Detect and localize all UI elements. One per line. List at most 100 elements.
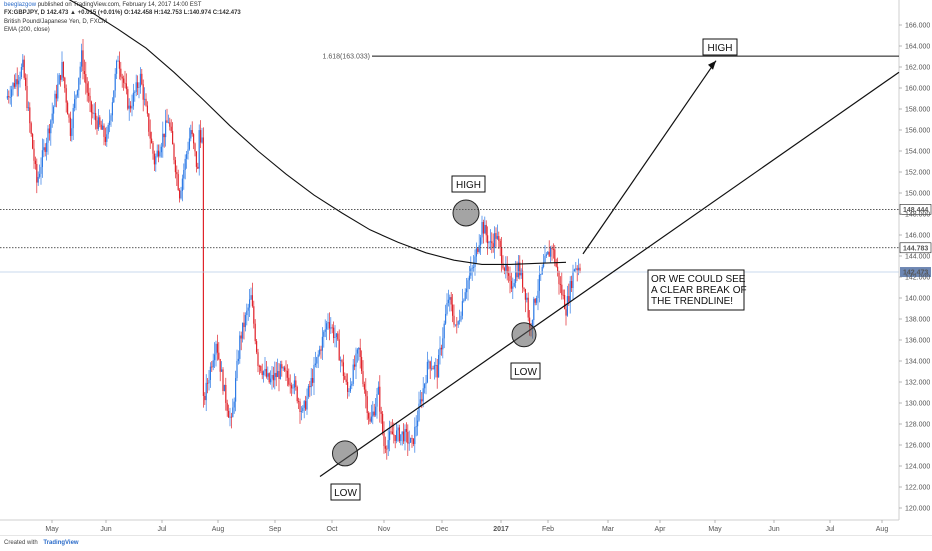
candle-body <box>463 300 465 302</box>
candle-body <box>457 321 459 325</box>
candle-body <box>36 164 38 183</box>
candle-body <box>47 128 49 143</box>
candle-body <box>267 373 269 377</box>
price-tick-label: 162.000 <box>905 65 930 72</box>
candle-body <box>253 306 255 324</box>
candle-body <box>124 82 126 84</box>
price-tick-label: 132.000 <box>905 380 930 387</box>
note-box <box>647 269 745 311</box>
price-tick-label: 142.000 <box>905 275 930 282</box>
candle-body <box>93 113 95 114</box>
candle-body <box>446 303 448 314</box>
candle-body <box>110 115 112 121</box>
candle-body <box>183 169 185 179</box>
candle-body <box>516 271 518 278</box>
candle-body <box>114 73 116 91</box>
candle-body <box>571 281 573 289</box>
candle-body <box>187 149 189 155</box>
candle-body <box>485 224 487 236</box>
header-publish-line: beeglazgow published on TradingView.com,… <box>4 1 201 9</box>
price-axis[interactable]: 120.000 122.000 124.000 126.000 128.000 130.0… <box>899 23 930 513</box>
candle-body <box>502 263 504 269</box>
candle-body <box>190 130 192 139</box>
candle-body <box>239 335 241 359</box>
candle-body <box>158 150 160 157</box>
candle-body <box>484 224 486 234</box>
label-high-target: HIGH <box>702 38 738 56</box>
tradingview-logo[interactable]: TradingView <box>43 540 79 546</box>
candle-body <box>27 107 29 109</box>
candle-body <box>338 339 340 361</box>
candle-body <box>429 361 431 369</box>
candle-body <box>573 269 575 272</box>
candle-body <box>69 117 71 136</box>
candle-body <box>482 222 484 234</box>
candle-body <box>229 416 231 418</box>
candle-body <box>37 176 39 183</box>
level-label: 144.783 <box>903 245 928 252</box>
time-tick-label: 2017 <box>493 526 509 533</box>
price-tick-label: 140.000 <box>905 296 930 303</box>
candle-body <box>194 143 196 152</box>
label-low-major-box <box>330 483 361 501</box>
candle-body <box>186 154 188 159</box>
candle-body <box>467 280 469 289</box>
candle-body <box>512 286 514 289</box>
candle-body <box>369 418 371 422</box>
candle-body <box>428 361 430 363</box>
candle-body <box>487 235 489 244</box>
candle-body <box>151 138 153 143</box>
candle-body <box>134 91 136 93</box>
note-line: THE TRENDLINE! <box>651 296 733 307</box>
indicator-label: EMA (200, close) <box>4 27 50 33</box>
candle-body <box>132 92 134 107</box>
candle-body <box>349 385 351 392</box>
candle-body <box>557 266 559 271</box>
candle-body <box>107 125 109 135</box>
candle-body <box>275 372 277 378</box>
candle-body <box>104 136 106 142</box>
price-tick-label: 130.000 <box>905 401 930 408</box>
candle-body <box>264 368 266 372</box>
created-with-text: Created with <box>4 540 38 546</box>
price-tick-label: 150.000 <box>905 191 930 198</box>
candle-body <box>307 386 309 397</box>
candle-body <box>197 166 199 169</box>
candle-body <box>331 327 333 329</box>
candle-body <box>529 317 531 328</box>
candle-body <box>57 84 59 99</box>
time-tick-label: Jul <box>826 526 835 533</box>
candle-body <box>222 369 224 392</box>
price-tick-label: 160.000 <box>905 86 930 93</box>
candle-body <box>195 151 197 167</box>
candle-body <box>243 322 245 328</box>
candle-body <box>366 396 368 414</box>
note-line: OR WE COULD SEE <box>651 274 746 285</box>
candle-body <box>375 406 377 416</box>
candle-body <box>249 299 251 308</box>
candle-body <box>174 160 176 173</box>
candle-body <box>65 88 67 103</box>
candle-body <box>393 434 395 436</box>
candle-body <box>153 153 155 165</box>
candle-body <box>72 108 74 129</box>
candle-body <box>544 255 546 263</box>
candle-body <box>95 113 97 121</box>
time-axis[interactable]: May Jun Jul Aug Sep Oct Nov Dec 2017 Feb Mar Apr May… <box>45 520 888 533</box>
candle-body <box>121 76 123 79</box>
candle-body <box>256 341 258 353</box>
candle-body <box>440 347 442 350</box>
candles-layer <box>6 39 581 460</box>
candle-body <box>565 309 567 316</box>
author-name[interactable]: beeglazgow <box>4 2 37 8</box>
candle-body <box>96 120 98 129</box>
candle-body <box>330 327 332 329</box>
label-low-major-text: LOW <box>334 488 357 499</box>
candle-body <box>398 427 400 441</box>
candle-body <box>20 67 22 77</box>
candle-body <box>422 388 424 402</box>
candle-body <box>156 150 158 157</box>
candle-body <box>138 87 140 88</box>
candle-body <box>363 384 365 390</box>
